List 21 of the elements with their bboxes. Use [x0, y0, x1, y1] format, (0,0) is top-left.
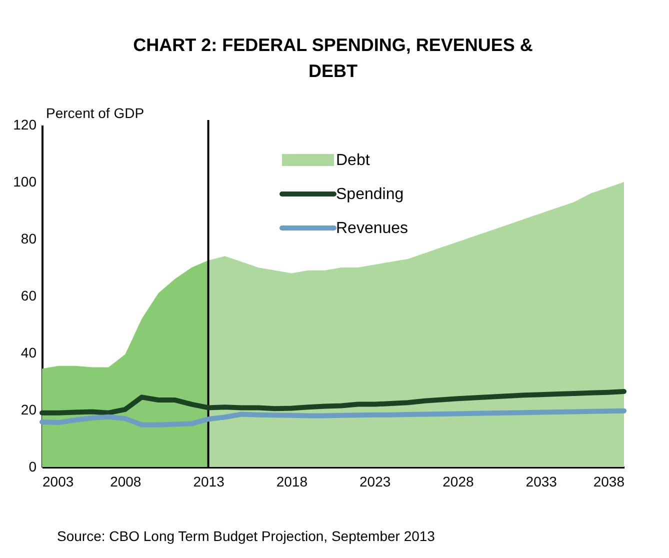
y-tick-label: 120	[13, 116, 37, 132]
x-tick-label: 2023	[359, 474, 391, 490]
legend-label: Spending	[336, 186, 404, 203]
source-note: Source: CBO Long Term Budget Projection, September 2013	[57, 528, 436, 544]
y-tick-label: 60	[20, 288, 37, 304]
y-tick-label: 80	[20, 230, 37, 246]
x-tick-label: 2038	[593, 474, 625, 490]
y-tick-label: 100	[13, 174, 37, 190]
y-tick-label: 0	[28, 458, 37, 474]
x-tick-label: 2013	[193, 474, 225, 490]
x-tick-label: 2008	[110, 474, 142, 490]
legend-label: Revenues	[336, 220, 408, 237]
x-tick-label: 2033	[526, 474, 558, 490]
y-tick-label: 20	[20, 402, 37, 418]
legend-label: Debt	[336, 152, 370, 169]
x-tick-label: 2018	[276, 474, 308, 490]
x-tick-label: 2003	[42, 474, 74, 490]
x-tick-label: 2028	[442, 474, 474, 490]
y-axis-title: Percent of GDP	[46, 105, 144, 121]
y-tick-label: 40	[20, 344, 37, 360]
chart-title: CHART 2: FEDERAL SPENDING, REVENUES & DEBT	[133, 35, 533, 81]
